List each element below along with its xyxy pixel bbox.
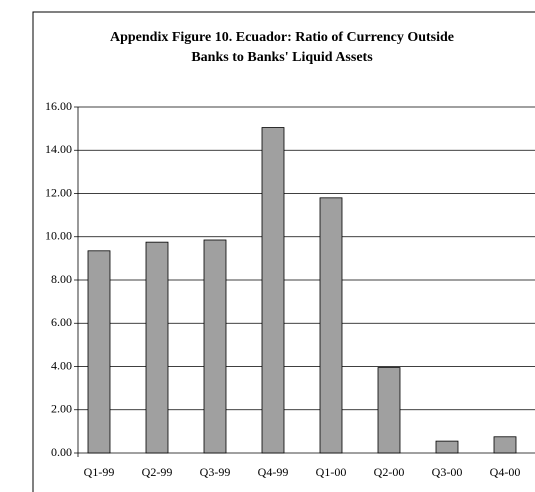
y-tick-label: 6.00 <box>51 315 72 329</box>
bar <box>261 127 285 454</box>
x-tick-label: Q2-99 <box>142 465 173 479</box>
bar <box>435 440 459 454</box>
x-tick-label: Q1-00 <box>316 465 347 479</box>
y-tick-label: 12.00 <box>45 185 72 199</box>
x-tick-label: Q3-99 <box>200 465 231 479</box>
bar <box>319 197 343 454</box>
bar <box>87 250 111 454</box>
y-tick-label: 0.00 <box>51 445 72 459</box>
frame <box>32 11 535 492</box>
y-tick-label: 4.00 <box>51 358 72 372</box>
y-tick-label: 2.00 <box>51 402 72 416</box>
y-tick-label: 8.00 <box>51 272 72 286</box>
x-tick-label: Q2-00 <box>374 465 405 479</box>
bar <box>145 241 169 454</box>
bar <box>493 436 517 454</box>
chart-title: Appendix Figure 10. Ecuador: Ratio of Cu… <box>110 30 454 45</box>
y-tick-label: 14.00 <box>45 142 72 156</box>
x-tick-label: Q4-00 <box>490 465 521 479</box>
x-tick-label: Q1-99 <box>84 465 115 479</box>
x-tick-label: Q3-00 <box>432 465 463 479</box>
bar <box>203 239 227 454</box>
x-tick-label: Q4-99 <box>258 465 289 479</box>
y-tick-label: 10.00 <box>45 229 72 243</box>
y-tick-label: 16.00 <box>45 99 72 113</box>
chart-title: Banks to Banks' Liquid Assets <box>191 50 373 65</box>
bar <box>377 367 401 454</box>
